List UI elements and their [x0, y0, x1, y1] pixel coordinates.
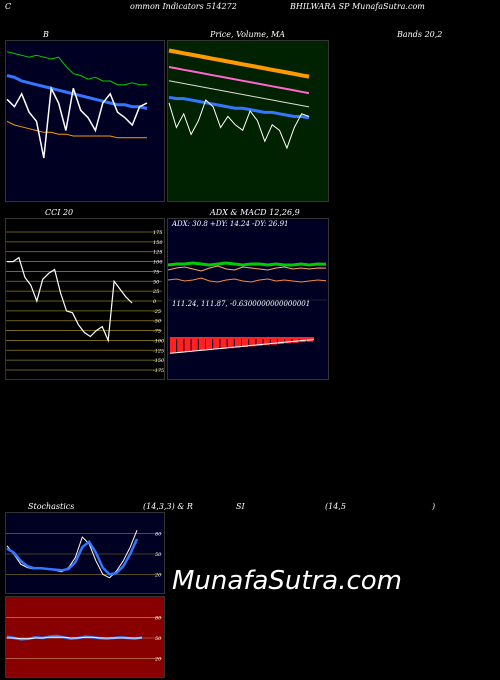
header-center: ommon Indicators 514272 [130, 2, 237, 11]
cci-tick-label: 125 [153, 250, 163, 256]
stoch-tick-label: 80 [155, 532, 162, 538]
macd-bar [177, 338, 184, 353]
bb-panel [5, 40, 165, 202]
cci-tick-label: -25 [153, 309, 161, 315]
macd-bar [263, 338, 270, 346]
cci-line [7, 256, 133, 343]
rsi-params: (14,5 [325, 502, 346, 511]
macd-bar [213, 338, 220, 350]
cci-tick-label: 175 [153, 230, 163, 236]
macd-bar [191, 338, 198, 352]
cci-title: CCI 20 [45, 208, 74, 217]
cci-tick-label: 100 [153, 260, 163, 266]
macd-bar [242, 338, 249, 347]
header-left: C [5, 2, 12, 11]
macd-bar [227, 338, 234, 349]
cci-tick-label: -175 [153, 368, 164, 374]
ma-fast-line [168, 95, 310, 120]
cci-tick-label: 0 [153, 299, 157, 305]
rsi-avg-line [7, 636, 142, 640]
macd-text: 111.24, 111.87, -0.6300000000000001 [172, 300, 311, 308]
adx-macd-title: ADX & MACD 12,26,9 [210, 208, 300, 217]
stoch-params: (14,3,3) & R [143, 502, 193, 511]
macd-bar [234, 338, 241, 348]
bb-middle-line [6, 74, 148, 110]
rsi-title: SI [236, 502, 245, 511]
header-right: BHILWARA SP MunafaSutra.com [290, 2, 425, 11]
rsi-tick-label: 20 [154, 656, 162, 662]
macd-bar [220, 338, 227, 349]
macd-bar [170, 338, 177, 353]
bb-upper-line [6, 51, 147, 86]
adx-text: ADX: 30.8 +DY: 14.24 -DY: 26.91 [172, 220, 289, 228]
adx-panel [167, 218, 329, 380]
bands-title: Bands 20,2 [397, 30, 443, 39]
cci-panel [5, 218, 165, 380]
price-ma-title: Price, Volume, MA [210, 30, 286, 39]
cci-tick-label: -75 [153, 329, 161, 335]
cci-tick-label: -50 [153, 319, 162, 325]
stoch-title: Stochastics [28, 502, 75, 511]
bb-lower-line [6, 120, 147, 139]
macd-bar [206, 338, 213, 350]
bb-price-line [6, 85, 148, 159]
cci-tick-label: 150 [153, 240, 163, 246]
minus-di-line [167, 265, 327, 272]
macd-bar [256, 338, 263, 346]
cci-tick-label: 25 [152, 289, 159, 295]
bb-title: B [43, 30, 49, 39]
macd-bar [249, 338, 256, 347]
cci-tick-label: 75 [153, 269, 159, 275]
stoch-tick-label: 50 [155, 552, 162, 558]
cci-tick-label: 50 [153, 279, 160, 285]
price-line [168, 99, 310, 150]
ma-long-line [168, 48, 310, 79]
rsi-close-paren: ) [432, 502, 436, 511]
stoch-d-line [6, 538, 139, 576]
watermark: MunafaSutra.com [172, 566, 403, 596]
macd-bar [198, 338, 205, 351]
cci-tick-label: -125 [153, 348, 164, 354]
adx-line [167, 261, 327, 267]
macd-bar [278, 338, 285, 344]
ma-short-line [168, 80, 310, 108]
cci-tick-label: -100 [153, 338, 165, 344]
stoch-tick-label: 20 [154, 572, 162, 578]
macd-bar [285, 338, 292, 344]
macd-bar [292, 338, 299, 343]
macd-signal-line [169, 339, 315, 354]
cci-tick-label: -150 [153, 358, 165, 364]
macd-bar [270, 338, 277, 345]
ma-mid-line [168, 66, 310, 95]
stoch-panel [5, 512, 165, 594]
plus-di-line [167, 277, 327, 283]
rsi-tick-label: 50 [155, 636, 162, 642]
macd-bar [184, 338, 191, 352]
rsi-tick-label: 80 [155, 616, 162, 622]
